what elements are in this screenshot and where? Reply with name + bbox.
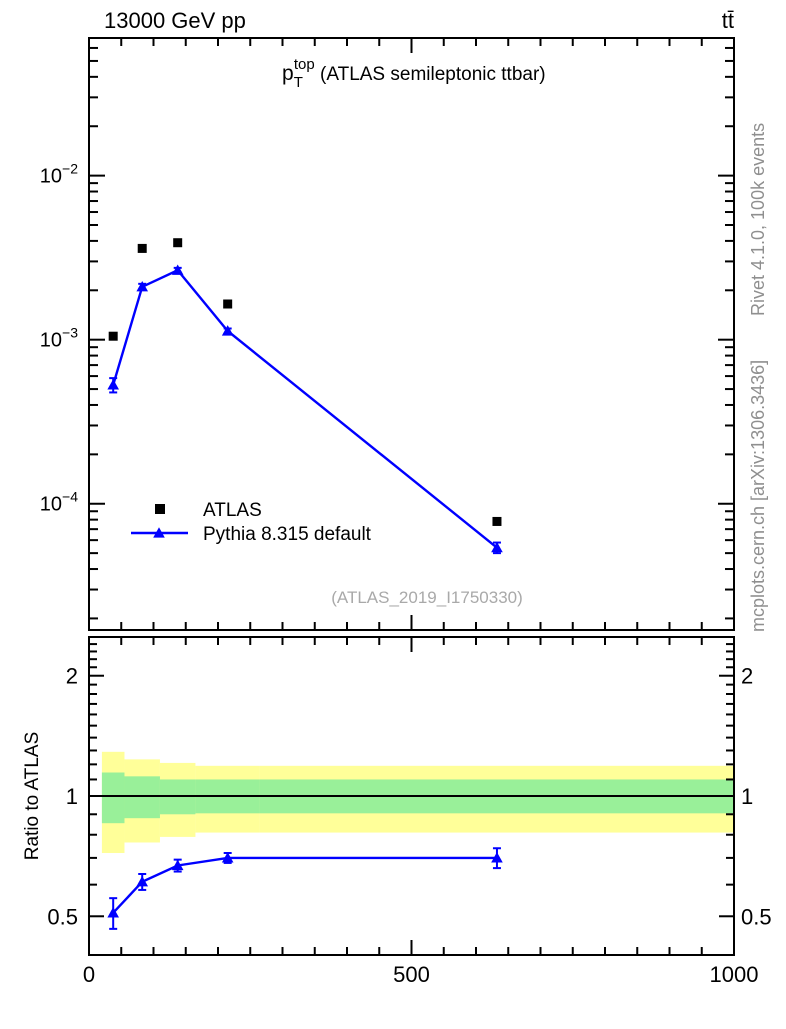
- ratio-tick-label-left: 2: [66, 664, 78, 689]
- x-axis-tick-label: 1000: [710, 962, 759, 987]
- x-axis-tick-label: 500: [393, 962, 430, 987]
- header-beam-energy: 13000 GeV pp: [104, 8, 246, 33]
- y-axis-tick-label: 10−3: [40, 325, 78, 352]
- legend-label-pythia: Pythia 8.315 default: [203, 524, 372, 545]
- ratio-tick-label-right: 1: [741, 784, 753, 809]
- ratio-tick-label-right: 2: [741, 664, 753, 689]
- y-axis-tick-label: 10−2: [40, 161, 78, 188]
- atlas-point: [137, 243, 147, 253]
- analysis-watermark: (ATLAS_2019_I1750330): [331, 588, 523, 607]
- ratio-panel-data: [107, 847, 503, 930]
- stat-uncertainty-band: [124, 776, 160, 819]
- pythia-point: [136, 281, 149, 292]
- main-panel-frame: [88, 37, 735, 631]
- legend-label-atlas: ATLAS: [203, 500, 262, 521]
- plot-title: pTtop (ATLAS semileptonic ttbar): [282, 56, 546, 91]
- ratio-uncertainty-bands: [101, 751, 734, 854]
- ratio-axis-title: Ratio to ATLAS: [22, 732, 43, 861]
- ratio-tick-label-left: 1: [66, 784, 78, 809]
- pythia-point: [221, 325, 234, 336]
- ratio-point: [491, 852, 503, 863]
- legend-marker-pythia: [153, 527, 165, 538]
- main-panel-data: [107, 238, 503, 555]
- atlas-point: [173, 238, 183, 248]
- ratio-point: [171, 859, 184, 871]
- y-axis-tick-label: 10−4: [40, 489, 78, 516]
- pythia-point: [107, 379, 119, 390]
- atlas-point: [223, 299, 233, 309]
- ratio-point: [221, 852, 234, 863]
- ratio-point: [107, 907, 119, 918]
- side-note-mcplots: mcplots.cern.ch [arXiv:1306.3436]: [748, 360, 768, 632]
- pythia-point: [171, 264, 184, 275]
- legend-marker-atlas: [155, 504, 165, 514]
- ratio-line: [112, 856, 497, 914]
- ratio-tick-label-left: 0.5: [47, 904, 78, 929]
- header-process: tt̄: [722, 8, 734, 33]
- side-note-rivet: Rivet 4.1.0, 100k events: [748, 123, 768, 316]
- pythia-line: [112, 268, 498, 549]
- atlas-point: [492, 516, 502, 526]
- axis-ticks: [88, 38, 735, 955]
- stat-uncertainty-band: [101, 772, 125, 824]
- legend: ATLAS Pythia 8.315 default: [131, 500, 372, 545]
- x-axis-tick-label: 0: [83, 962, 95, 987]
- ratio-point: [136, 875, 149, 887]
- atlas-point: [108, 331, 118, 341]
- pythia-point: [491, 541, 503, 553]
- ratio-tick-label-right: 0.5: [741, 904, 772, 929]
